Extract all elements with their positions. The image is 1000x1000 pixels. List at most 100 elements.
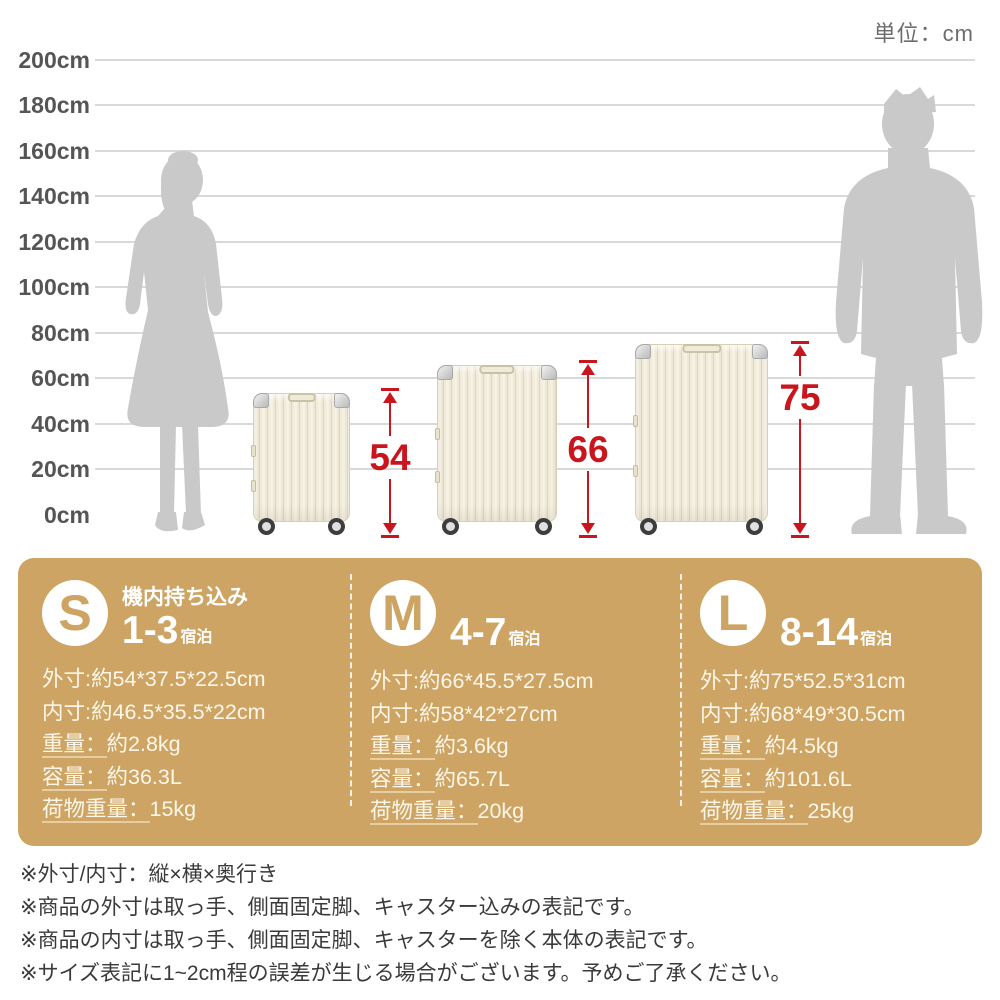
wheel: [535, 518, 552, 535]
corner-protector: [253, 393, 269, 408]
corner-protector: [541, 365, 557, 380]
nights-row: 8-14 宿泊: [780, 613, 892, 652]
footnotes: ※外寸/内寸：縦×横×奥行き ※商品の外寸は取っ手、側面固定脚、キャスター込みの…: [20, 858, 988, 990]
arrow-line: [587, 375, 589, 428]
nights-value: 4-7: [450, 611, 507, 654]
axis-label-0cm: 0cm: [43, 502, 90, 528]
nights-unit: 宿泊: [860, 631, 893, 648]
column-divider: [680, 574, 682, 806]
wheel: [258, 518, 275, 535]
carry-on-label: 機内持ち込み: [122, 586, 248, 609]
measure-arrow-s: 54: [358, 388, 422, 538]
arrow-line: [799, 418, 801, 523]
measure-arrow-m: 66: [556, 360, 620, 538]
spec-row-inner-size: 内寸:約58*42*27cm: [370, 701, 558, 726]
side-foot: [435, 471, 440, 484]
spec-row-inner-size: 内寸:約68*49*30.5cm: [700, 701, 906, 726]
spec-row-capacity: 容量：約101.6L: [700, 766, 852, 793]
arrowhead-down-icon: [793, 523, 807, 534]
side-foot: [633, 464, 638, 477]
spec-row-capacity: 容量：約65.7L: [370, 766, 510, 793]
corner-protector: [334, 393, 350, 408]
grid-line-120: [95, 241, 975, 243]
suitcase-l-body: [633, 344, 768, 522]
grid-line-180: [95, 104, 975, 106]
spec-row-weight: 重量：約3.6kg: [370, 734, 509, 760]
measure-value-l: 75: [779, 376, 821, 418]
axis-label-180cm: 180cm: [18, 92, 90, 118]
wheel: [442, 518, 459, 535]
corner-protector: [437, 365, 453, 380]
side-foot: [251, 480, 256, 493]
header-text: 機内持ち込み 1-3 宿泊: [122, 580, 248, 650]
spec-column-s: S 機内持ち込み 1-3 宿泊 外寸:約54*37.5*22.5cm 内寸:約4…: [42, 580, 348, 826]
axis-label-20cm: 20cm: [31, 456, 90, 482]
grid-line-100: [95, 286, 975, 288]
axis-label-140cm: 140cm: [18, 183, 90, 209]
axis-label-100cm: 100cm: [18, 274, 90, 300]
spec-row-outer-size: 外寸:約54*37.5*22.5cm: [42, 667, 266, 691]
suitcase-s-body: [251, 393, 350, 522]
axis-label-60cm: 60cm: [31, 365, 90, 391]
arrow-line: [587, 470, 589, 523]
column-header: M 4-7 宿泊: [370, 580, 678, 652]
column-header: S 機内持ち込み 1-3 宿泊: [42, 580, 348, 650]
header-text: 4-7 宿泊: [450, 580, 540, 652]
nights-value: 1-3: [122, 609, 179, 652]
spec-column-l: L 8-14 宿泊 外寸:約75*52.5*31cm 内寸:約68*49*30.…: [700, 580, 978, 828]
axis-label-40cm: 40cm: [31, 411, 90, 437]
spec-row-outer-size: 外寸:約66*45.5*27.5cm: [370, 669, 594, 693]
arrow-cap: [579, 535, 597, 538]
nights-value: 8-14: [780, 611, 859, 654]
man-silhouette: [835, 87, 983, 534]
suitcase-m: [435, 365, 557, 535]
spec-row-load-weight: 荷物重量：25kg: [700, 799, 855, 825]
measure-value-m: 66: [567, 428, 609, 470]
nights-row: 1-3 宿泊: [122, 611, 248, 650]
axis-label-160cm: 160cm: [18, 138, 90, 164]
footnote-inner-size: ※商品の内寸は取っ手、側面固定脚、キャスターを除く本体の表記です。: [20, 929, 708, 952]
arrow-line: [389, 403, 391, 436]
arrow-cap: [791, 341, 809, 344]
nights-row: 4-7 宿泊: [450, 613, 540, 652]
spec-row-capacity: 容量：約36.3L: [42, 764, 182, 791]
suitcase-s-handle: [287, 393, 316, 402]
spec-row-weight: 重量：約2.8kg: [42, 732, 181, 758]
measure-arrow-l: 75: [768, 341, 832, 538]
spec-list: 外寸:約66*45.5*27.5cm 内寸:約58*42*27cm 重量：約3.…: [370, 665, 678, 828]
spec-panel: S 機内持ち込み 1-3 宿泊 外寸:約54*37.5*22.5cm 内寸:約4…: [18, 558, 982, 846]
suitcase-m-handle: [479, 365, 515, 374]
suitcase-l: [633, 344, 768, 535]
spec-row-load-weight: 荷物重量：15kg: [42, 797, 197, 823]
header-text: 8-14 宿泊: [780, 580, 892, 652]
woman-silhouette: [125, 151, 229, 532]
arrowhead-down-icon: [581, 523, 595, 534]
unit-label: 単位：cm: [873, 21, 974, 46]
spec-row-load-weight: 荷物重量：20kg: [370, 799, 525, 825]
column-header: L 8-14 宿泊: [700, 580, 978, 652]
arrow-line: [389, 478, 391, 523]
size-badge-s: S: [42, 580, 108, 646]
spec-row-outer-size: 外寸:約75*52.5*31cm: [700, 669, 906, 693]
arrow-cap: [579, 360, 597, 363]
footnote-tolerance: ※サイズ表記に1~2cm程の誤差が生じる場合がございます。予めご了承ください。: [20, 962, 792, 985]
arrowhead-up-icon: [581, 364, 595, 375]
footnote-dimensions-order: ※外寸/内寸：縦×横×奥行き: [20, 863, 278, 886]
axis-label-120cm: 120cm: [18, 229, 90, 255]
side-foot: [251, 444, 256, 457]
nights-unit: 宿泊: [508, 631, 541, 648]
suitcase-s: [251, 393, 350, 535]
arrow-cap: [381, 535, 399, 538]
nights-unit: 宿泊: [180, 629, 213, 646]
arrow-cap: [791, 535, 809, 538]
axis-label-200cm: 200cm: [18, 47, 90, 73]
size-badge-l: L: [700, 580, 766, 646]
wheel: [328, 518, 345, 535]
spec-column-m: M 4-7 宿泊 外寸:約66*45.5*27.5cm 内寸:約58*42*27…: [370, 580, 678, 828]
arrowhead-up-icon: [383, 392, 397, 403]
arrowhead-down-icon: [383, 523, 397, 534]
corner-protector: [752, 344, 768, 359]
grid-line-80: [95, 332, 975, 334]
grid-line-140: [95, 195, 975, 197]
